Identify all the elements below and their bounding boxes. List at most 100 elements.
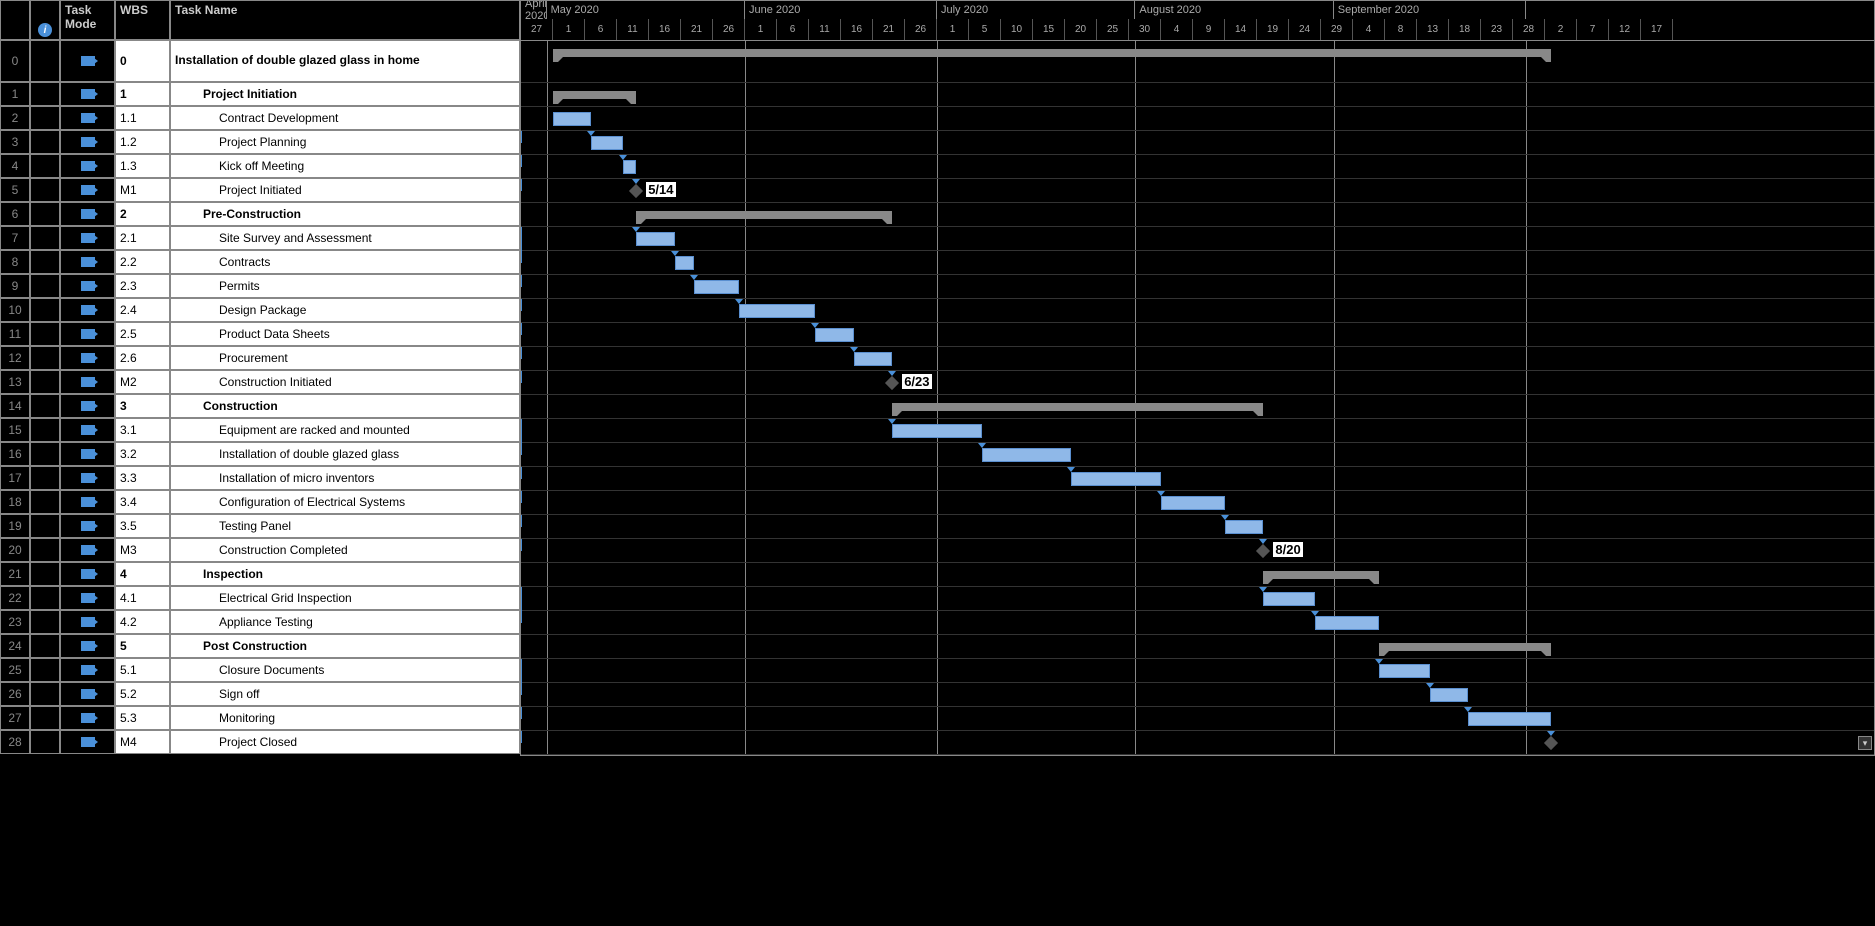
col-info[interactable]: i <box>30 0 60 40</box>
milestone-marker[interactable] <box>1544 736 1558 750</box>
taskname-cell[interactable]: Project Closed <box>170 730 520 754</box>
task-bar[interactable] <box>694 280 739 294</box>
task-bar[interactable] <box>1315 616 1379 630</box>
wbs-cell[interactable]: 2.3 <box>115 274 170 298</box>
table-row[interactable]: 224.1Electrical Grid Inspection <box>0 586 520 610</box>
gantt-chart[interactable]: April 2020May 2020June 2020July 2020Augu… <box>520 0 1875 756</box>
table-row[interactable]: 173.3Installation of micro inventors <box>0 466 520 490</box>
task-bar[interactable] <box>636 232 674 246</box>
taskname-cell[interactable]: Project Initiation <box>170 82 520 106</box>
table-row[interactable]: 255.1Closure Documents <box>0 658 520 682</box>
taskname-cell[interactable]: Pre-Construction <box>170 202 520 226</box>
taskname-cell[interactable]: Contract Development <box>170 106 520 130</box>
summary-bar[interactable] <box>1263 571 1378 579</box>
table-row[interactable]: 82.2Contracts <box>0 250 520 274</box>
taskname-cell[interactable]: Construction Completed <box>170 538 520 562</box>
wbs-cell[interactable]: 5.1 <box>115 658 170 682</box>
wbs-cell[interactable]: M1 <box>115 178 170 202</box>
table-row[interactable]: 11Project Initiation <box>0 82 520 106</box>
task-bar[interactable] <box>1161 496 1225 510</box>
col-wbs-header[interactable]: WBS <box>115 0 170 40</box>
milestone-marker[interactable] <box>629 184 643 198</box>
wbs-cell[interactable]: 3 <box>115 394 170 418</box>
table-row[interactable]: 183.4Configuration of Electrical Systems <box>0 490 520 514</box>
taskname-cell[interactable]: Construction <box>170 394 520 418</box>
table-row[interactable]: 245Post Construction <box>0 634 520 658</box>
task-bar[interactable] <box>1430 688 1468 702</box>
wbs-cell[interactable]: 4.2 <box>115 610 170 634</box>
taskname-cell[interactable]: Contracts <box>170 250 520 274</box>
wbs-cell[interactable]: 1.1 <box>115 106 170 130</box>
taskname-cell[interactable]: Appliance Testing <box>170 610 520 634</box>
table-row[interactable]: 13M2Construction Initiated <box>0 370 520 394</box>
wbs-cell[interactable]: 3.2 <box>115 442 170 466</box>
task-bar[interactable] <box>1225 520 1263 534</box>
taskname-cell[interactable]: Configuration of Electrical Systems <box>170 490 520 514</box>
wbs-cell[interactable]: M3 <box>115 538 170 562</box>
taskname-cell[interactable]: Installation of double glazed glass in h… <box>170 40 520 82</box>
col-rownum[interactable] <box>0 0 30 40</box>
summary-bar[interactable] <box>553 49 1551 57</box>
taskname-cell[interactable]: Permits <box>170 274 520 298</box>
taskname-cell[interactable]: Kick off Meeting <box>170 154 520 178</box>
task-bar[interactable] <box>1379 664 1430 678</box>
table-row[interactable]: 234.2Appliance Testing <box>0 610 520 634</box>
summary-bar[interactable] <box>636 211 892 219</box>
col-taskmode-header[interactable]: Task Mode <box>60 0 115 40</box>
table-row[interactable]: 153.1Equipment are racked and mounted <box>0 418 520 442</box>
table-row[interactable]: 214Inspection <box>0 562 520 586</box>
task-bar[interactable] <box>1468 712 1551 726</box>
wbs-cell[interactable]: 4 <box>115 562 170 586</box>
table-row[interactable]: 41.3Kick off Meeting <box>0 154 520 178</box>
task-bar[interactable] <box>1071 472 1161 486</box>
task-bar[interactable] <box>854 352 892 366</box>
wbs-cell[interactable]: 5.2 <box>115 682 170 706</box>
summary-bar[interactable] <box>553 91 636 99</box>
wbs-cell[interactable]: 2.2 <box>115 250 170 274</box>
taskname-cell[interactable]: Closure Documents <box>170 658 520 682</box>
wbs-cell[interactable]: 3.5 <box>115 514 170 538</box>
taskname-cell[interactable]: Project Initiated <box>170 178 520 202</box>
table-row[interactable]: 62Pre-Construction <box>0 202 520 226</box>
taskname-cell[interactable]: Equipment are racked and mounted <box>170 418 520 442</box>
wbs-cell[interactable]: 5 <box>115 634 170 658</box>
taskname-cell[interactable]: Sign off <box>170 682 520 706</box>
table-row[interactable]: 28M4Project Closed <box>0 730 520 754</box>
table-row[interactable]: 20M3Construction Completed <box>0 538 520 562</box>
table-row[interactable]: 163.2Installation of double glazed glass <box>0 442 520 466</box>
task-bar[interactable] <box>815 328 853 342</box>
table-row[interactable]: 5M1Project Initiated <box>0 178 520 202</box>
task-bar[interactable] <box>982 448 1072 462</box>
task-bar[interactable] <box>675 256 694 270</box>
table-row[interactable]: 122.6Procurement <box>0 346 520 370</box>
table-row[interactable]: 143Construction <box>0 394 520 418</box>
wbs-cell[interactable]: 3.3 <box>115 466 170 490</box>
wbs-cell[interactable]: 1.2 <box>115 130 170 154</box>
taskname-cell[interactable]: Project Planning <box>170 130 520 154</box>
table-row[interactable]: 31.2Project Planning <box>0 130 520 154</box>
wbs-cell[interactable]: 2.4 <box>115 298 170 322</box>
wbs-cell[interactable]: M2 <box>115 370 170 394</box>
task-bar[interactable] <box>739 304 816 318</box>
table-row[interactable]: 265.2Sign off <box>0 682 520 706</box>
taskname-cell[interactable]: Testing Panel <box>170 514 520 538</box>
col-name-header[interactable]: Task Name <box>170 0 520 40</box>
task-bar[interactable] <box>1263 592 1314 606</box>
taskname-cell[interactable]: Monitoring <box>170 706 520 730</box>
task-bar[interactable] <box>553 112 591 126</box>
taskname-cell[interactable]: Procurement <box>170 346 520 370</box>
milestone-marker[interactable] <box>885 376 899 390</box>
taskname-cell[interactable]: Construction Initiated <box>170 370 520 394</box>
wbs-cell[interactable]: 1 <box>115 82 170 106</box>
taskname-cell[interactable]: Installation of micro inventors <box>170 466 520 490</box>
task-bar[interactable] <box>623 160 636 174</box>
table-row[interactable]: 72.1Site Survey and Assessment <box>0 226 520 250</box>
wbs-cell[interactable]: M4 <box>115 730 170 754</box>
table-row[interactable]: 102.4Design Package <box>0 298 520 322</box>
taskname-cell[interactable]: Site Survey and Assessment <box>170 226 520 250</box>
table-row[interactable]: 92.3Permits <box>0 274 520 298</box>
summary-bar[interactable] <box>1379 643 1552 651</box>
table-row[interactable]: 21.1Contract Development <box>0 106 520 130</box>
taskname-cell[interactable]: Product Data Sheets <box>170 322 520 346</box>
wbs-cell[interactable]: 2.1 <box>115 226 170 250</box>
